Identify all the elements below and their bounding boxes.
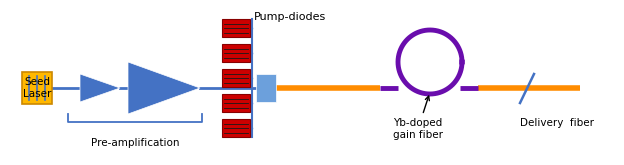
Bar: [222, 69, 250, 87]
Text: Delivery  fiber: Delivery fiber: [520, 118, 594, 128]
Bar: [222, 44, 250, 62]
Bar: [222, 19, 250, 37]
Text: Pre-amplification: Pre-amplification: [90, 138, 179, 148]
Polygon shape: [128, 62, 200, 114]
Bar: [222, 119, 250, 137]
Bar: [256, 74, 276, 102]
Bar: [222, 94, 250, 112]
Polygon shape: [80, 74, 120, 102]
Text: Seed
Laser: Seed Laser: [23, 77, 51, 99]
Text: Pump-diodes: Pump-diodes: [254, 12, 326, 22]
Text: Yb-doped
gain fiber: Yb-doped gain fiber: [393, 96, 443, 140]
Bar: [22, 72, 52, 104]
